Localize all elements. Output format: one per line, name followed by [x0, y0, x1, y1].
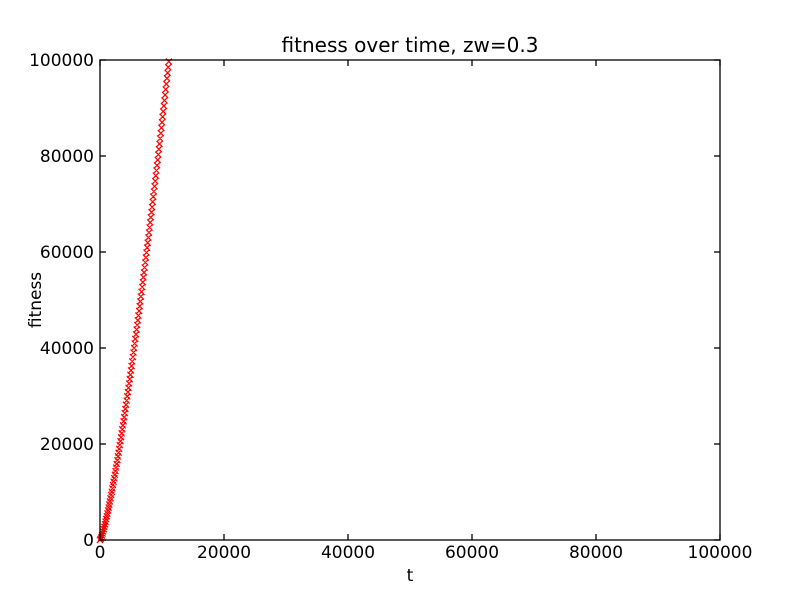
fitness-series-markers	[96, 58, 173, 544]
x-tick-label: 100000	[688, 543, 753, 563]
x-tick-label: 40000	[321, 543, 375, 563]
x-axis-label: t	[407, 566, 414, 586]
x-tick-label: 80000	[569, 543, 623, 563]
y-tick-label: 80000	[40, 147, 94, 167]
y-axis-label: fitness	[26, 272, 46, 328]
axis-tick-labels: 0 20000 40000 60000 80000 100000 0 20000 40000 60…	[29, 51, 752, 563]
x-tick-label: 0	[95, 543, 106, 563]
y-tick-label: 40000	[40, 339, 94, 359]
y-tick-label: 0	[83, 531, 94, 551]
x-tick-label: 60000	[445, 543, 499, 563]
chart-title: fitness over time, zw=0.3	[282, 33, 539, 57]
x-tick-label: 20000	[197, 543, 251, 563]
axis-tick-marks	[99, 59, 721, 541]
plot-frame	[99, 59, 721, 541]
y-tick-label: 100000	[29, 51, 94, 71]
y-tick-label: 60000	[40, 243, 94, 263]
y-tick-label: 20000	[40, 435, 94, 455]
